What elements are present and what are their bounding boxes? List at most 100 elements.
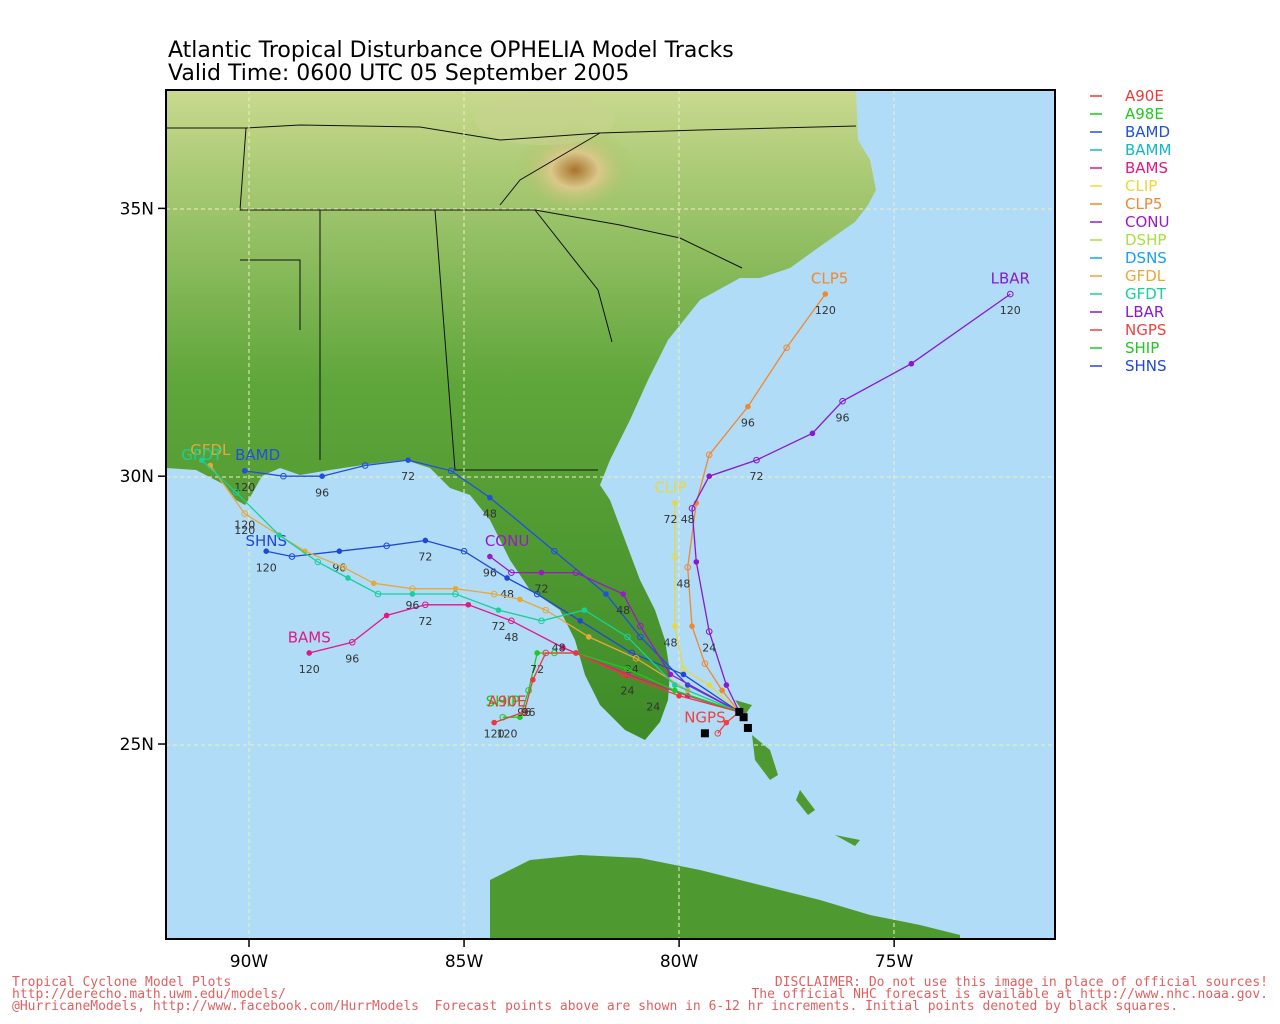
track-point <box>705 451 713 459</box>
track-point <box>671 500 678 506</box>
track-point <box>533 590 541 598</box>
track-point <box>706 682 713 688</box>
track-point <box>581 607 588 613</box>
forecast-hour-label: 120 <box>234 518 255 531</box>
track-point <box>809 430 816 437</box>
track-point <box>487 553 493 560</box>
forecast-hour-label: 120 <box>1000 304 1021 317</box>
legend-item-ship: SHIP <box>1125 339 1159 357</box>
track-point <box>374 590 382 598</box>
track-point <box>560 644 566 651</box>
lon-label: 85W <box>445 952 484 972</box>
forecast-hour-label: 48 <box>500 588 514 601</box>
forecast-hour-label: 24 <box>620 684 634 697</box>
forecast-hour-label: 48 <box>483 508 497 521</box>
track-point <box>624 633 631 641</box>
track-point <box>671 687 678 694</box>
track-point <box>348 638 356 646</box>
track-label-gfdl: GFDL <box>190 441 231 459</box>
track-point <box>288 553 296 560</box>
track-line-clp5 <box>687 293 826 713</box>
legend-item-bams: BAMS <box>1125 159 1168 177</box>
forecast-hour-label: 96 <box>836 411 850 424</box>
track-point <box>508 617 515 625</box>
track-point <box>409 591 416 597</box>
track-line-clip <box>674 503 740 713</box>
track-line-a90e <box>493 652 740 724</box>
forecast-hour-label: 24 <box>646 701 660 714</box>
track-point <box>620 591 626 597</box>
map-subtitle: Valid Time: 0600 UTC 05 September 2005 <box>168 61 629 86</box>
track-label-bams: BAMS <box>288 628 331 646</box>
track-point <box>753 456 760 464</box>
forecast-hour-label: 24 <box>702 642 716 655</box>
lon-label: 75W <box>875 952 914 972</box>
track-point <box>705 628 713 635</box>
forecast-hour-label: 72 <box>534 583 548 596</box>
track-point <box>538 617 545 625</box>
footer-line-2: http://derecho.math.uwm.edu/models/ <box>12 987 286 1002</box>
legend-item-dshp: DSHP <box>1125 231 1166 249</box>
forecast-hour-label: 48 <box>616 604 630 617</box>
track-point <box>745 403 751 410</box>
track-point <box>361 462 369 469</box>
track-label-ship: SHIP <box>486 693 520 711</box>
track-label-ngps: NGPS <box>684 709 725 727</box>
lat-label: 30N <box>120 467 154 487</box>
forecast-hour-label: 120 <box>256 561 277 574</box>
track-point <box>504 575 510 581</box>
track-label-gfdt: GFDT <box>181 446 223 464</box>
track-point <box>701 660 709 667</box>
axes: 35N 30N 25N 90W 85W 80W 75W <box>120 199 914 972</box>
track-point <box>336 548 343 554</box>
track-point <box>383 542 390 550</box>
legend-item-bamd: BAMD <box>1125 123 1170 141</box>
track-point <box>422 537 429 544</box>
initial-point-square <box>743 723 752 732</box>
forecast-hour-label: 120 <box>234 524 255 537</box>
track-point <box>198 457 205 463</box>
track-point <box>714 730 722 737</box>
footer-line-3: @HurricaneModels, http://www.facebook.co… <box>12 999 1179 1014</box>
forecast-hour-label: 48 <box>552 642 566 655</box>
track-point <box>719 687 725 694</box>
track-point <box>542 606 550 614</box>
track-point <box>619 671 627 678</box>
track-point <box>671 682 678 688</box>
track-line-gfdl <box>209 465 740 713</box>
model-tracks: 4896120CLP524487296120LBAR4872CLIP487296… <box>181 269 1030 740</box>
forecast-hour-label: 72 <box>418 615 432 628</box>
forecast-hour-label: 72 <box>401 470 415 483</box>
track-point <box>491 719 497 726</box>
forecast-hour-label: 96 <box>405 599 419 612</box>
lat-label: 35N <box>120 199 154 219</box>
forecast-hour-label: 120 <box>815 304 836 317</box>
legend-item-ngps: NGPS <box>1125 321 1166 339</box>
graticule <box>166 90 1055 939</box>
legend-item-lbar: LBAR <box>1125 303 1164 321</box>
track-point <box>706 473 713 480</box>
state-borders <box>166 124 857 471</box>
footer-right: DISCLAIMER: Do not use this image in pla… <box>751 975 1268 1001</box>
forecast-hour-label: 48 <box>504 631 518 644</box>
appalachian-highlands <box>515 125 635 215</box>
track-point <box>723 682 730 688</box>
track-point <box>460 547 468 555</box>
track-label-clip: CLIP <box>654 478 686 496</box>
track-point <box>684 563 692 571</box>
track-point <box>637 622 644 630</box>
track-label-clp5: CLP5 <box>811 269 848 287</box>
track-point <box>688 505 696 512</box>
legend-item-conu: CONU <box>1125 213 1169 231</box>
track-point <box>534 650 540 656</box>
footer-left: Tropical Cyclone Model Plots http://derec… <box>12 976 1179 1014</box>
forecast-hour-label: 120 <box>299 663 320 676</box>
track-label-a90e: A90E <box>488 693 527 711</box>
lon-label: 80W <box>660 952 699 972</box>
track-point <box>276 532 282 538</box>
disclaimer-line-1: DISCLAIMER: Do not use this image in pla… <box>774 975 1268 990</box>
track-point <box>490 590 498 598</box>
forecast-hour-label: 48 <box>663 636 677 649</box>
track-point <box>538 569 545 576</box>
